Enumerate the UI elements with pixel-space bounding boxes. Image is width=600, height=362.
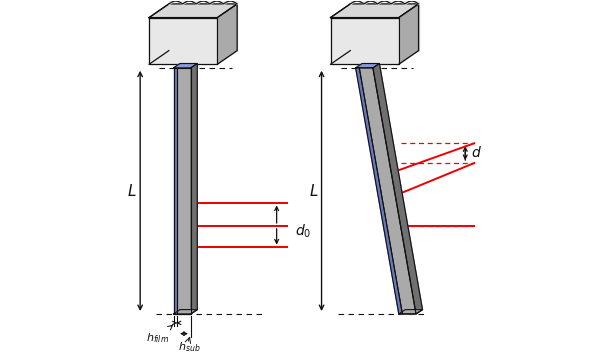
- Text: $d$: $d$: [470, 146, 482, 160]
- Polygon shape: [356, 68, 403, 314]
- Polygon shape: [191, 64, 197, 314]
- Polygon shape: [359, 68, 416, 314]
- Text: $h_{sub}$: $h_{sub}$: [178, 340, 200, 354]
- Polygon shape: [173, 68, 177, 314]
- Polygon shape: [373, 64, 422, 314]
- Polygon shape: [177, 68, 191, 314]
- Polygon shape: [356, 64, 379, 68]
- Polygon shape: [350, 4, 419, 51]
- Polygon shape: [399, 310, 422, 314]
- Polygon shape: [173, 64, 197, 68]
- Polygon shape: [169, 4, 237, 51]
- Polygon shape: [331, 17, 399, 64]
- Polygon shape: [149, 4, 237, 17]
- Text: $L$: $L$: [309, 183, 319, 199]
- Polygon shape: [217, 4, 237, 64]
- Polygon shape: [331, 4, 419, 17]
- Polygon shape: [173, 310, 197, 314]
- Text: $h_{film}$: $h_{film}$: [146, 325, 172, 345]
- Polygon shape: [399, 4, 419, 64]
- Polygon shape: [149, 17, 217, 64]
- Text: $d_0$: $d_0$: [295, 223, 311, 240]
- Text: $L$: $L$: [127, 183, 137, 199]
